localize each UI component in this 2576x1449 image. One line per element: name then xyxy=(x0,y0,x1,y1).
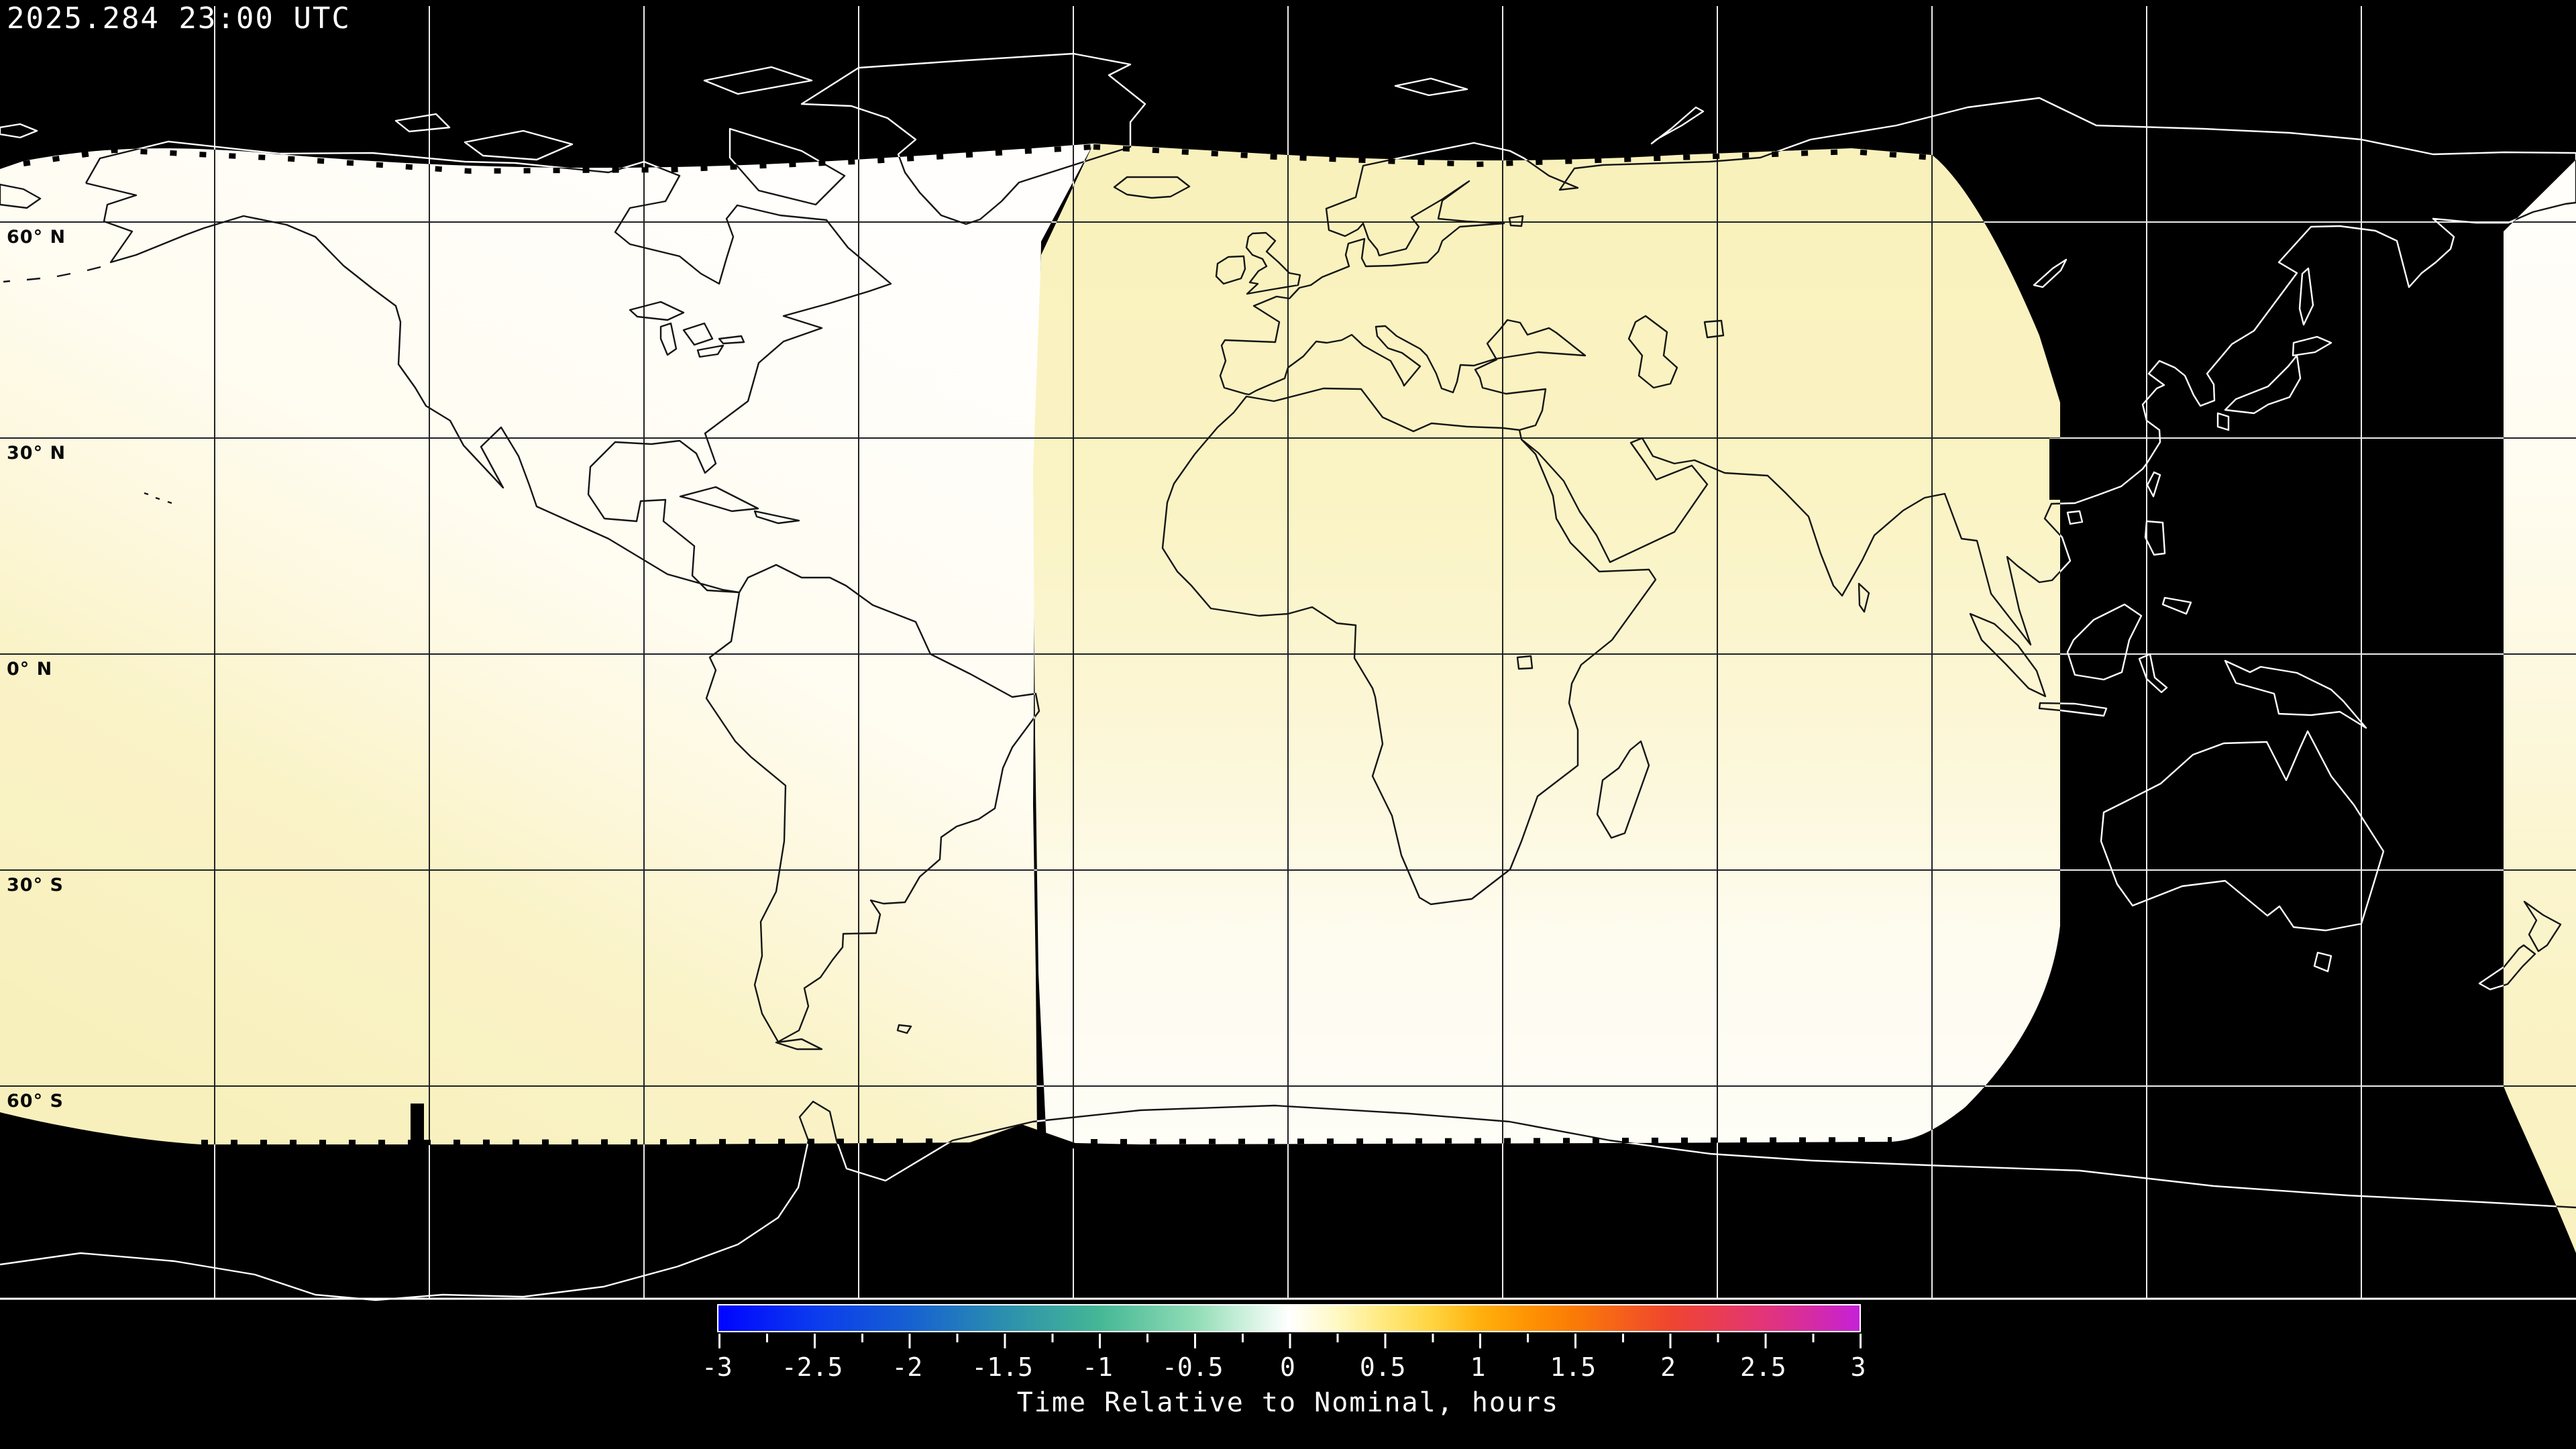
latitude-label-60n: 60° N xyxy=(7,227,66,248)
colorbar-tick-label: 0.5 xyxy=(1359,1352,1406,1382)
colorbar-tick-label: -0.5 xyxy=(1161,1352,1224,1382)
coverage-region-europe-africa xyxy=(1033,144,2060,1144)
colorbar-tick-label: 3 xyxy=(1850,1352,1866,1382)
colorbar-tick-label: 2.5 xyxy=(1739,1352,1786,1382)
colorbar-tick-label: -2 xyxy=(892,1352,923,1382)
nodata-bump xyxy=(953,1124,1091,1148)
coverage-region-americas xyxy=(0,144,1093,1144)
colorbar-tick-label: 2 xyxy=(1660,1352,1676,1382)
latitude-label-30s: 30° S xyxy=(7,875,64,896)
colorbar-title: Time Relative to Nominal, hours xyxy=(1016,1387,1560,1418)
colorbar-tick-label: -3 xyxy=(702,1352,733,1382)
coverage-region-dateline-sliver xyxy=(2504,160,2576,1253)
colorbar-tick-label: -2.5 xyxy=(781,1352,843,1382)
colorbar-tick-label: -1 xyxy=(1082,1352,1113,1382)
timestamp: 2025.284 23:00 UTC xyxy=(7,1,351,36)
colorbar-tick-labels: -3 -2.5 -2 -1.5 -1 -0.5 0 0.5 1 1.5 2 2.… xyxy=(669,1352,1906,1382)
colorbar-minor-ticks xyxy=(765,1334,1815,1342)
colorbar-tick-label: 1 xyxy=(1470,1352,1486,1382)
nodata-notch xyxy=(411,1104,424,1148)
colorbar-gradient xyxy=(717,1304,1861,1332)
colorbar-tick-label: 1.5 xyxy=(1550,1352,1597,1382)
latitude-label-60s: 60° S xyxy=(7,1091,64,1112)
latitude-label-30n: 30° N xyxy=(7,443,66,464)
latitude-label-0n: 0° N xyxy=(7,659,53,680)
colorbar-tick-label: -1.5 xyxy=(971,1352,1033,1382)
colorbar-tick-label: 0 xyxy=(1280,1352,1295,1382)
